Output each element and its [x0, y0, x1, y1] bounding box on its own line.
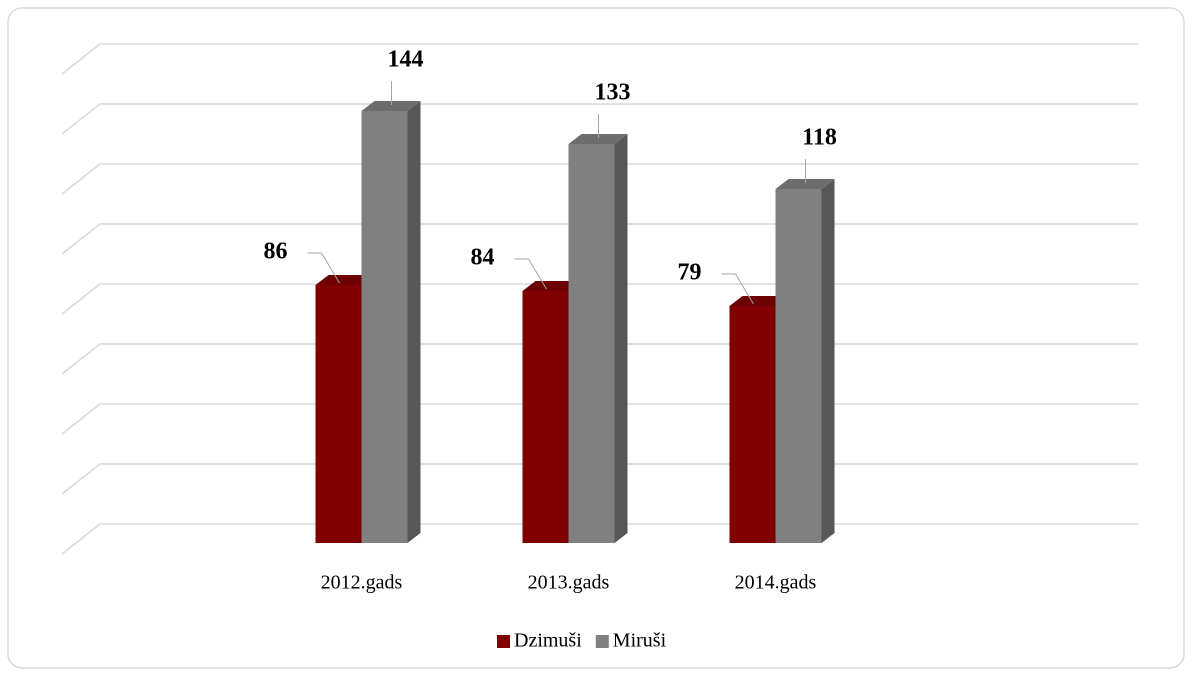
- data-label: 79: [678, 260, 702, 286]
- bar-top: [315, 275, 375, 285]
- grid-line: [61, 163, 1138, 195]
- grid-line: [61, 103, 1138, 135]
- bar: [315, 285, 362, 543]
- bar-side: [407, 101, 421, 543]
- x-tick-label: 2013.gads: [528, 572, 610, 594]
- grid-line: [61, 43, 1138, 75]
- x-tick-label: 2014.gads: [735, 572, 817, 594]
- bar-top: [775, 179, 835, 189]
- x-tick-label: 2012.gads: [321, 572, 403, 594]
- bar: [729, 306, 776, 543]
- bar-top: [568, 134, 628, 144]
- bar-side: [614, 134, 628, 543]
- leader-line: [307, 252, 340, 284]
- data-label: 144: [388, 47, 424, 73]
- bar-top: [729, 296, 789, 306]
- bar-top: [522, 281, 582, 291]
- data-label: 118: [802, 125, 837, 151]
- leader-line: [514, 258, 547, 290]
- legend-swatch: [595, 635, 609, 648]
- data-label: 133: [595, 80, 631, 106]
- leader-line: [721, 273, 754, 305]
- legend-label: Dzimuši: [514, 630, 582, 652]
- bar: [775, 189, 822, 543]
- data-label: 86: [264, 239, 288, 265]
- legend-label: Miruši: [613, 630, 667, 652]
- bar: [361, 111, 408, 543]
- bar: [522, 291, 569, 543]
- bar-side: [821, 179, 835, 543]
- data-label: 84: [471, 245, 495, 271]
- bar: [568, 144, 615, 543]
- bar-top: [361, 101, 421, 111]
- legend-swatch: [497, 635, 510, 648]
